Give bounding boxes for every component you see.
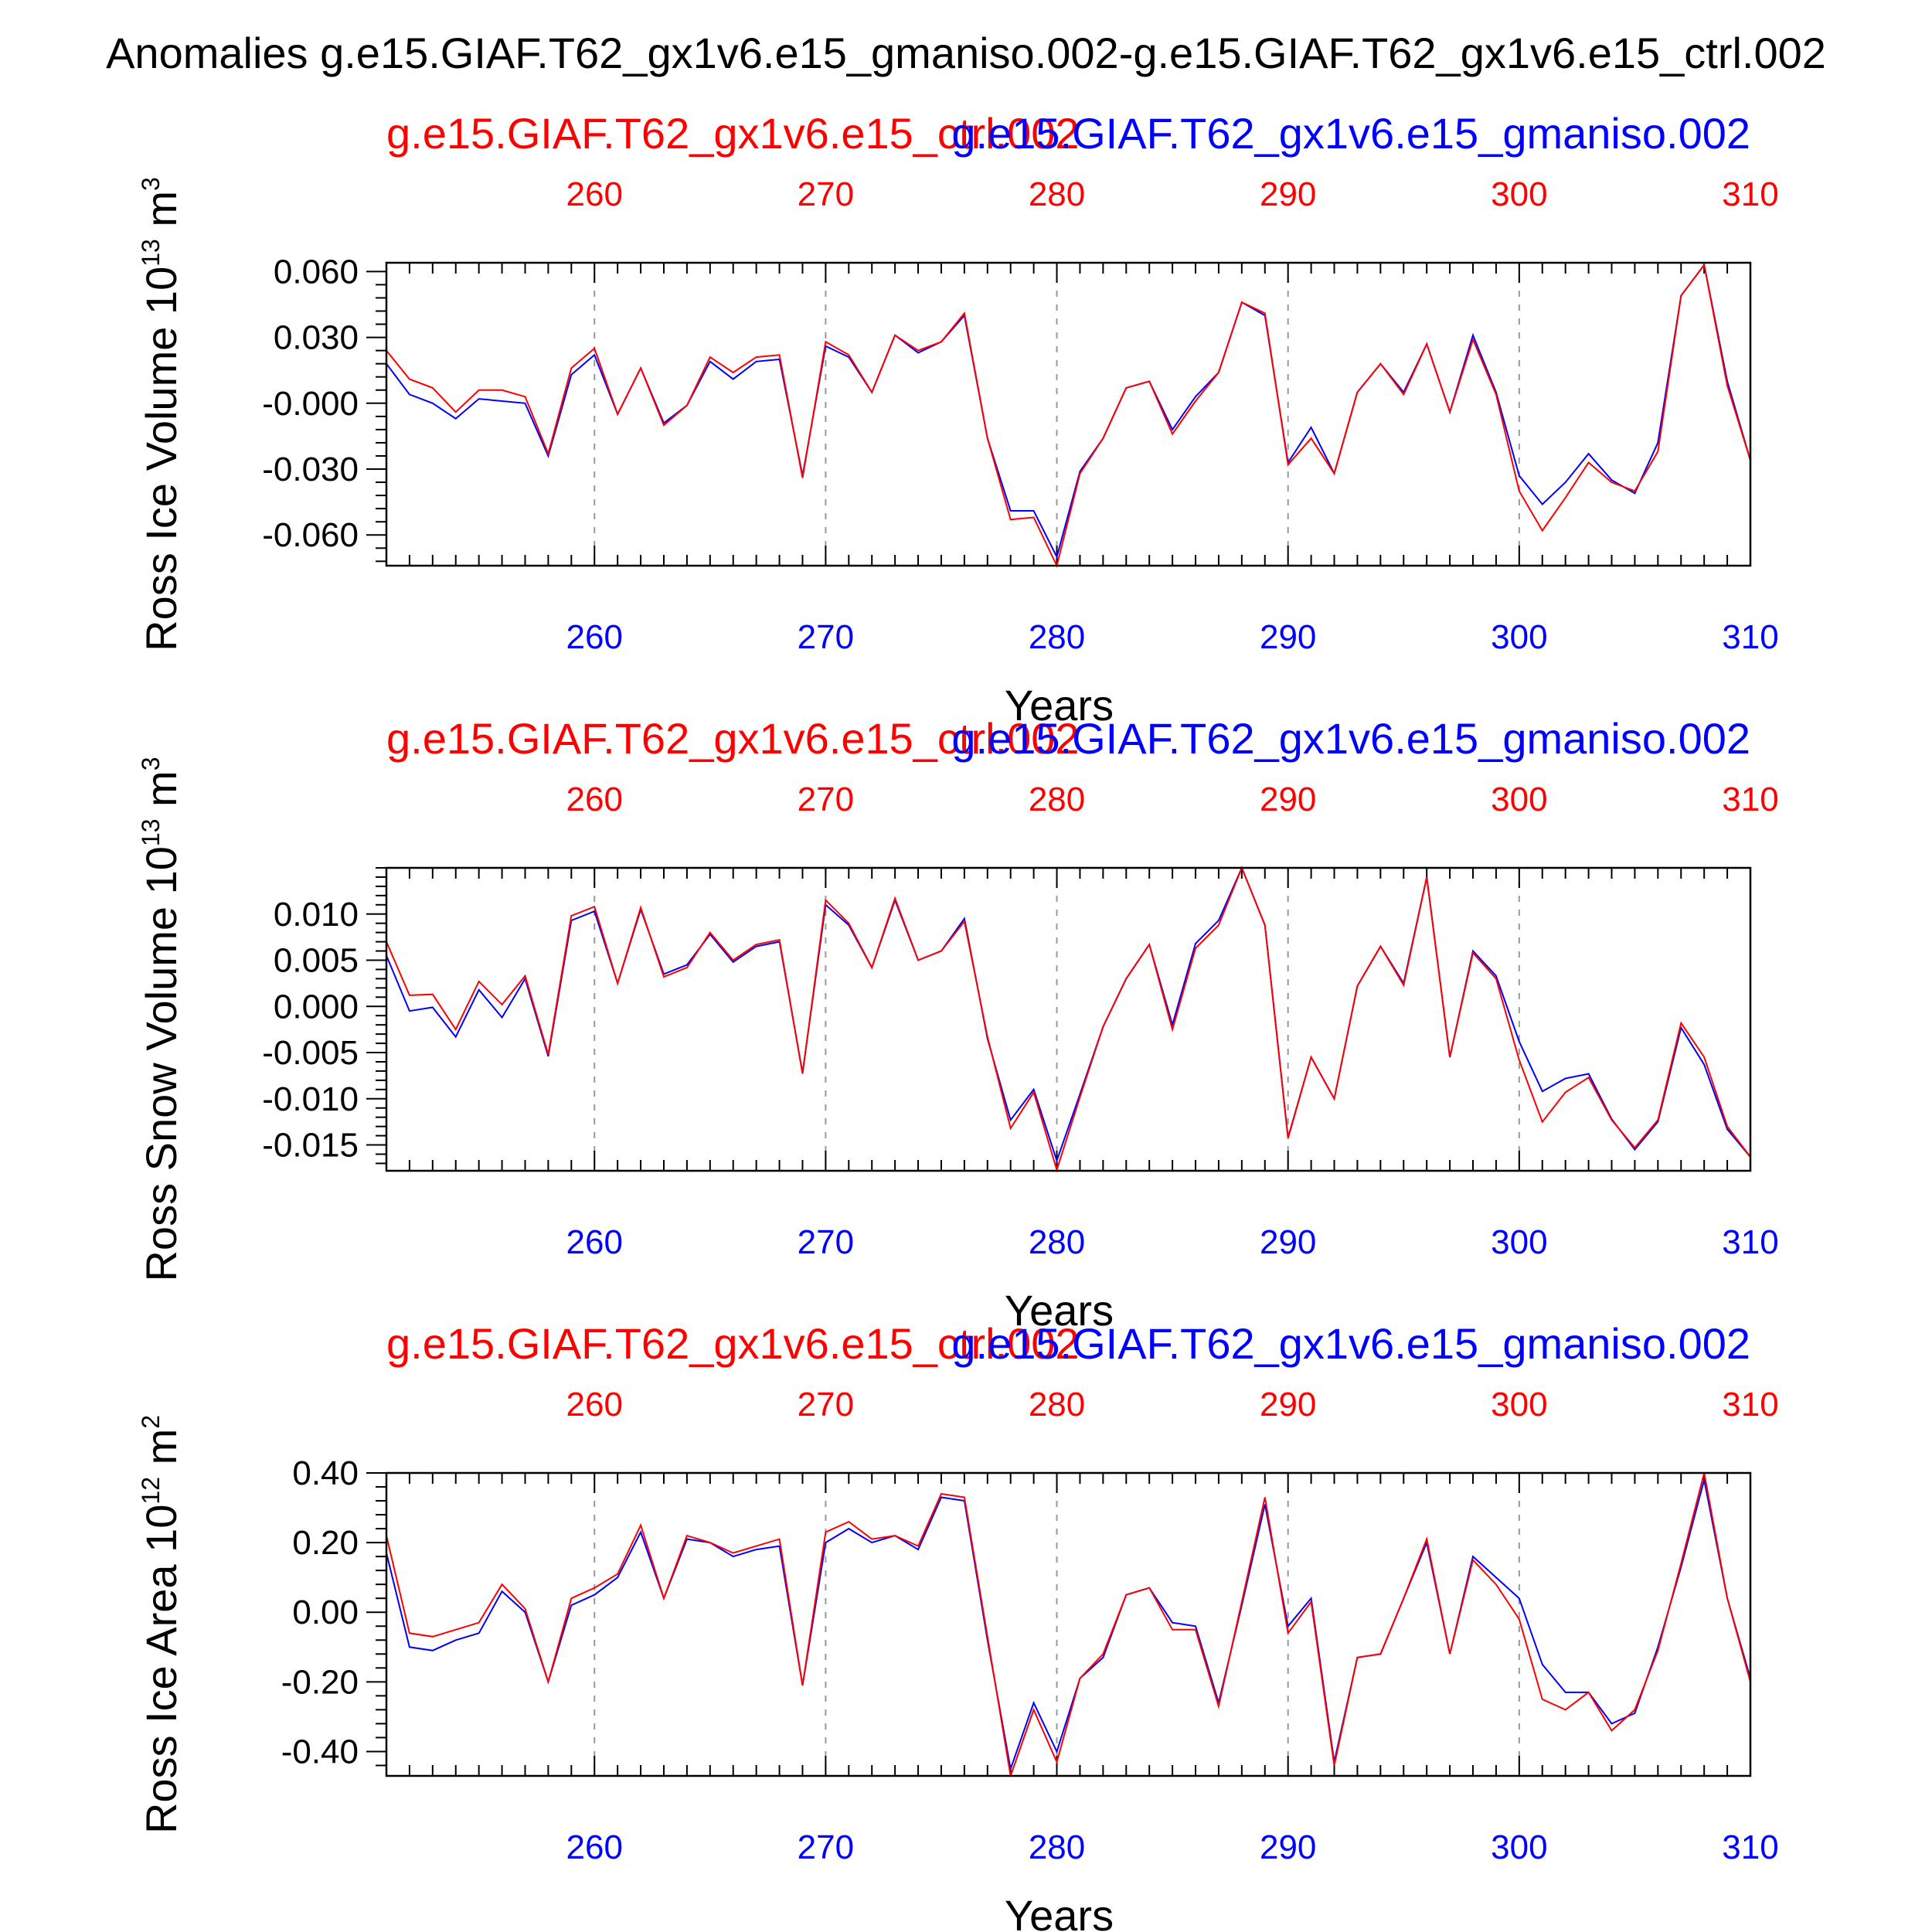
y-tick-label: 0.40 (292, 1454, 359, 1492)
x-tick-label-top: 280 (1029, 175, 1085, 213)
y-axis-label: Ross Ice Area 1012 m2 (137, 1415, 185, 1834)
y-axis-label: Ross Snow Volume 1013 m3 (137, 757, 185, 1281)
x-tick-label-bottom: 270 (798, 1223, 854, 1261)
series-line (386, 1472, 1751, 1777)
x-tick-label-bottom: 300 (1491, 1223, 1547, 1261)
series-title-gmaniso: g.e15.GIAF.T62_gx1v6.e15_gmaniso.002 (951, 714, 1750, 763)
series-line (386, 263, 1751, 560)
chart-panel-3: 0.40 0.20 0.00 -0.20 -0.40 260 260 270 270 280 280… (137, 1319, 1779, 1932)
series-line (386, 866, 1751, 1173)
y-tick-label: 0.20 (292, 1524, 359, 1562)
x-tick-label-top: 300 (1491, 175, 1547, 213)
x-tick-label-top: 280 (1029, 1386, 1085, 1423)
x-tick-label-bottom: 310 (1722, 1828, 1778, 1866)
y-tick-label: 0.060 (274, 253, 359, 291)
series-line (386, 263, 1751, 568)
y-tick-label: 0.010 (274, 896, 359, 934)
series-title-gmaniso: g.e15.GIAF.T62_gx1v6.e15_gmaniso.002 (951, 1319, 1750, 1368)
x-tick-label-top: 270 (798, 175, 854, 213)
x-axis-label: Years (1005, 1891, 1114, 1932)
y-tick-label: -0.060 (262, 516, 359, 554)
y-tick-label: -0.005 (262, 1034, 359, 1072)
x-tick-label-top: 260 (566, 781, 623, 818)
x-tick-label-top: 290 (1260, 781, 1316, 818)
y-tick-label: -0.20 (281, 1663, 359, 1701)
y-tick-label: -0.000 (262, 385, 359, 423)
x-tick-label-bottom: 310 (1722, 1223, 1778, 1261)
x-tick-label-bottom: 270 (798, 618, 854, 656)
series-title-ctrl: g.e15.GIAF.T62_gx1v6.e15_ctrl.002 (386, 109, 1080, 158)
main-title: Anomalies g.e15.GIAF.T62_gx1v6.e15_gmani… (106, 29, 1826, 77)
series-title-ctrl: g.e15.GIAF.T62_gx1v6.e15_ctrl.002 (386, 714, 1080, 763)
series-title-ctrl: g.e15.GIAF.T62_gx1v6.e15_ctrl.002 (386, 1319, 1080, 1368)
y-tick-label: 0.030 (274, 319, 359, 357)
series-title-gmaniso: g.e15.GIAF.T62_gx1v6.e15_gmaniso.002 (951, 109, 1750, 158)
x-tick-label-top: 270 (798, 1386, 854, 1423)
y-tick-label: -0.010 (262, 1080, 359, 1118)
chart-panel-1: 0.060 0.030 -0.000 -0.030 -0.060 260 260 270 270… (137, 109, 1779, 730)
plot-frame (385, 261, 1752, 567)
x-tick-label-bottom: 280 (1029, 618, 1085, 656)
plot-frame (385, 866, 1752, 1172)
y-tick-label: -0.030 (262, 451, 359, 488)
x-tick-label-top: 260 (566, 1386, 623, 1423)
x-tick-label-top: 310 (1722, 175, 1778, 213)
x-tick-label-bottom: 290 (1260, 618, 1316, 656)
x-tick-label-top: 270 (798, 781, 854, 818)
x-tick-label-top: 300 (1491, 1386, 1547, 1423)
chart-panel-2: 0.010 0.005 0.000 -0.005 -0.010 -0.015 260 260 2… (137, 714, 1779, 1335)
series-line (386, 1479, 1751, 1772)
y-tick-label: 0.005 (274, 942, 359, 980)
x-tick-label-top: 310 (1722, 781, 1778, 818)
y-tick-label: -0.40 (281, 1733, 359, 1770)
x-tick-label-bottom: 290 (1260, 1828, 1316, 1866)
y-tick-label: 0.000 (274, 988, 359, 1026)
y-tick-label: 0.00 (292, 1594, 359, 1631)
x-tick-label-bottom: 310 (1722, 618, 1778, 656)
y-tick-label: -0.015 (262, 1127, 359, 1165)
x-tick-label-bottom: 260 (566, 618, 623, 656)
x-tick-label-top: 260 (566, 175, 623, 213)
x-tick-label-bottom: 260 (566, 1828, 623, 1866)
x-tick-label-top: 310 (1722, 1386, 1778, 1423)
x-tick-label-top: 280 (1029, 781, 1085, 818)
x-axis-label: Years (1005, 681, 1114, 730)
x-tick-label-bottom: 280 (1029, 1828, 1085, 1866)
x-tick-label-bottom: 300 (1491, 1828, 1547, 1866)
x-tick-label-bottom: 300 (1491, 618, 1547, 656)
x-axis-label: Years (1005, 1286, 1114, 1335)
x-tick-label-top: 300 (1491, 781, 1547, 818)
x-tick-label-top: 290 (1260, 175, 1316, 213)
x-tick-label-bottom: 280 (1029, 1223, 1085, 1261)
x-tick-label-bottom: 260 (566, 1223, 623, 1261)
x-tick-label-top: 290 (1260, 1386, 1316, 1423)
plot-frame (385, 1471, 1752, 1777)
x-tick-label-bottom: 290 (1260, 1223, 1316, 1261)
y-axis-label: Ross Ice Volume 1013 m3 (137, 177, 185, 651)
x-tick-label-bottom: 270 (798, 1828, 854, 1866)
